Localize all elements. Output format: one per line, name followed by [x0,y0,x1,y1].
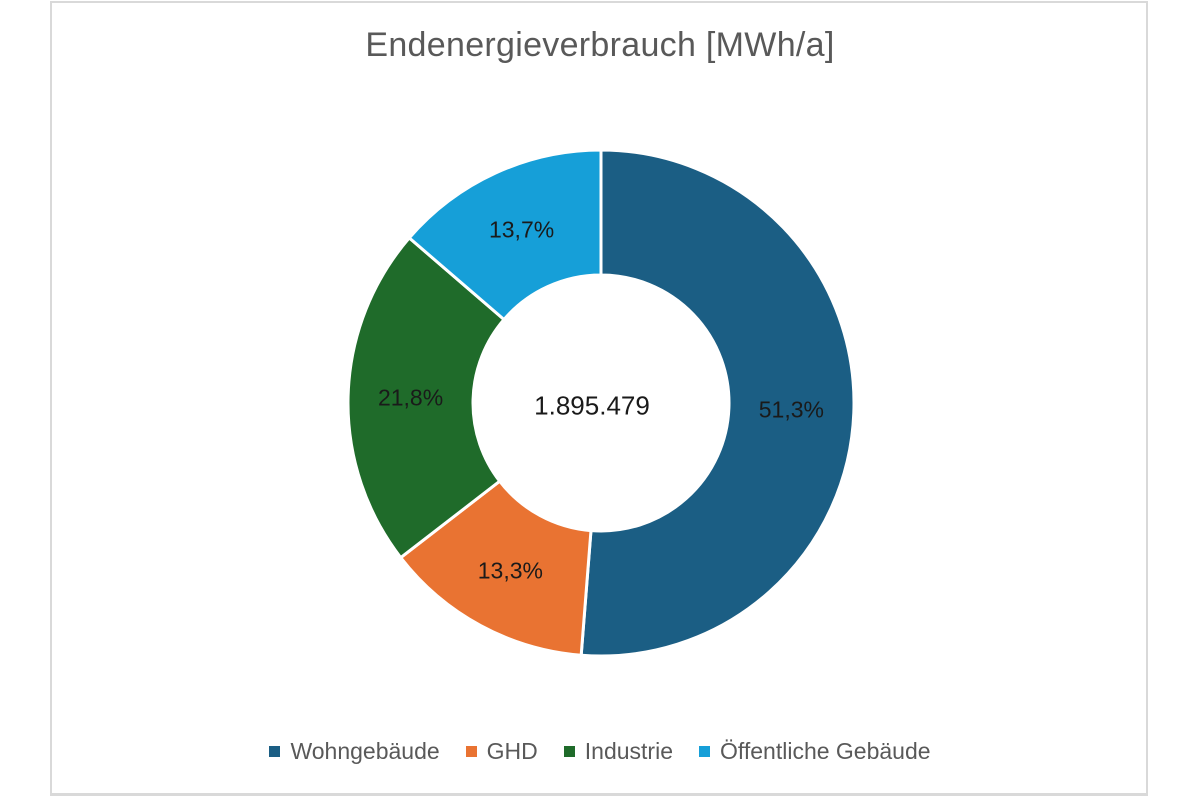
slice-industrie[interactable] [346,235,507,560]
legend-item-industrie[interactable]: Industrie [563,738,673,765]
slice-oeffentliche-gebaeude[interactable] [407,148,603,322]
chart-title: Endenergieverbrauch [MWh/a] [365,26,835,64]
legend-item-ghd[interactable]: GHD [465,738,538,765]
legend: Wohngebäude GHD Industrie Öffentliche Ge… [0,738,1200,765]
legend-swatch-icon [269,746,281,757]
legend-label: Öffentliche Gebäude [720,738,931,764]
chart-area [50,1,1148,796]
slice-value-label: 13,7% [488,216,555,243]
legend-label: Wohngebäude [290,738,440,764]
legend-swatch-icon [699,746,710,757]
legend-swatch-icon [563,746,575,757]
legend-label: Industrie [584,738,673,764]
slice-value-label: 51,3% [758,396,824,423]
legend-swatch-icon [465,746,477,757]
legend-item-oeffentliche-gebaeude[interactable]: Öffentliche Gebäude [699,738,931,765]
slice-wohngebaeude[interactable] [579,148,856,658]
center-total-value: 1.895.479 [534,390,650,421]
slice-value-label: 21,8% [377,384,444,411]
slice-value-label: 13,3% [477,557,543,584]
legend-label: GHD [486,738,538,764]
legend-item-wohngebaeude[interactable]: Wohngebäude [269,738,440,765]
